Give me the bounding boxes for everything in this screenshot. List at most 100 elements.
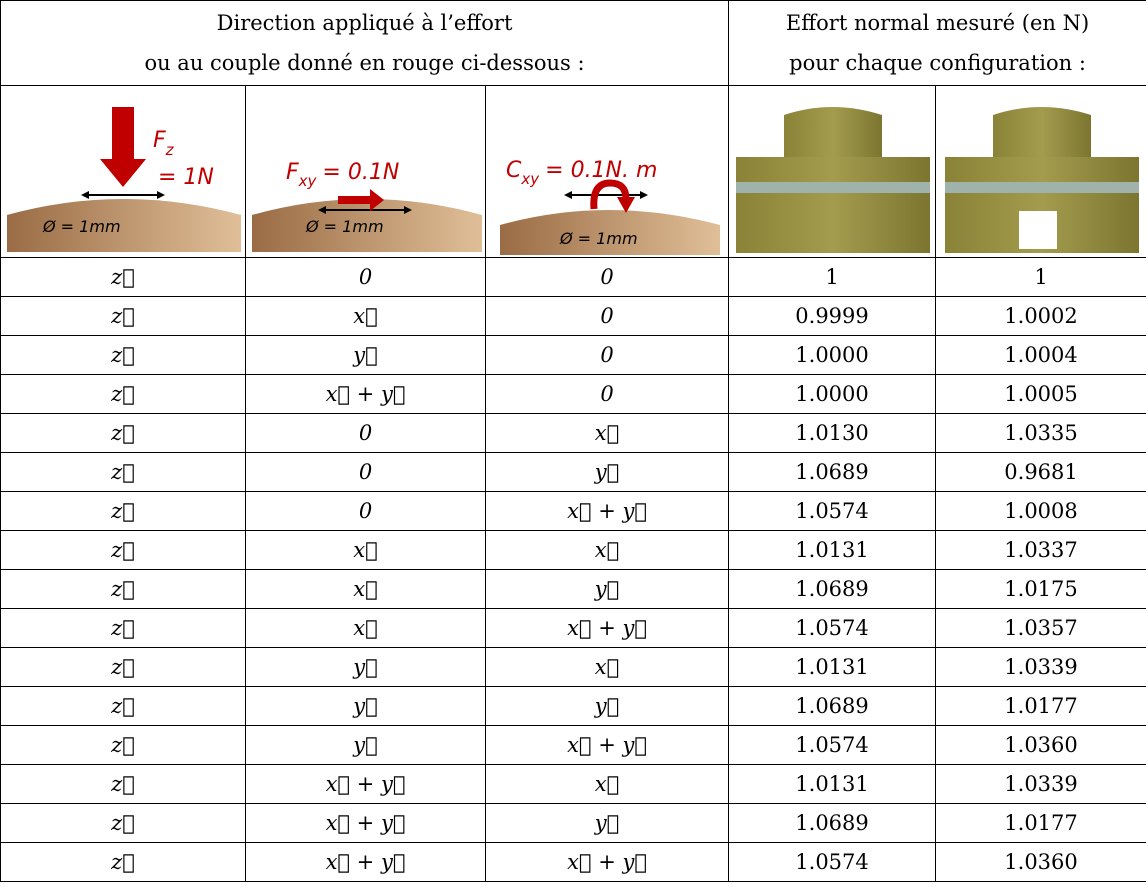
direction-cell: z⃗ [0, 296, 246, 336]
subscript: xy [520, 170, 540, 188]
cap [993, 106, 1092, 167]
model-cell [728, 85, 937, 258]
data-row: z⃗ y⃗ x⃗ 1.0131 1.0339 [0, 647, 1146, 687]
direction-cell: 0 [484, 296, 730, 336]
force-cell: 1.0131 [728, 764, 937, 804]
direction-cell: x⃗ + y⃗ [484, 725, 730, 765]
direction-cell: y⃗ [484, 686, 730, 726]
direction-cell: x⃗ [245, 608, 486, 648]
direction-cell: x⃗ + y⃗ [245, 764, 486, 804]
direction-cell: x⃗ [245, 296, 486, 336]
data-row: z⃗ 0 y⃗ 1.0689 0.9681 [0, 452, 1146, 492]
force-cell: 0.9999 [728, 296, 937, 336]
direction-cell: x⃗ [245, 530, 486, 570]
direction-cell: x⃗ + y⃗ [245, 803, 486, 843]
data-row: z⃗ y⃗ 0 1.0000 1.0004 [0, 335, 1146, 375]
header-line: Effort normal mesuré (en N) [785, 11, 1090, 35]
direction-cell: z⃗ [0, 413, 246, 453]
symbol: C [506, 158, 522, 183]
force-cell: 1.0339 [935, 647, 1146, 687]
model-cell [935, 85, 1146, 258]
direction-cell: z⃗ [0, 530, 246, 570]
force-cell: 1.0689 [728, 686, 937, 726]
force-arrow [337, 188, 384, 211]
force-cell: 1.0000 [728, 374, 937, 414]
direction-cell: y⃗ [245, 647, 486, 687]
subscript: z [165, 141, 175, 159]
header-line: Direction appliqué à l’effort [216, 11, 513, 35]
flange [945, 156, 1140, 182]
force-cell: 1.0177 [935, 803, 1146, 843]
subscript: xy [297, 172, 317, 190]
direction-cell: z⃗ [0, 764, 246, 804]
force-arrow [100, 106, 146, 187]
header-line: pour chaque configuration : [789, 51, 1086, 75]
direction-cell: 0 [245, 257, 486, 297]
direction-cell: z⃗ [0, 452, 246, 492]
symbol: F [286, 160, 299, 185]
force-cell: 1.0360 [935, 842, 1146, 882]
direction-cell: 0 [484, 335, 730, 375]
force-cell: 1.0574 [728, 608, 937, 648]
direction-cell: x⃗ + y⃗ [484, 608, 730, 648]
direction-cell: z⃗ [0, 608, 246, 648]
header-line: ou au couple donné en rouge ci-dessous : [144, 51, 585, 75]
data-row: z⃗ y⃗ x⃗ + y⃗ 1.0574 1.0360 [0, 725, 1146, 765]
force-cell: 1.0360 [935, 725, 1146, 765]
force-cell: 1.0689 [728, 803, 937, 843]
force-cell: 1.0131 [728, 647, 937, 687]
data-row: z⃗ x⃗ + y⃗ x⃗ + y⃗ 1.0574 1.0360 [0, 842, 1146, 882]
data-row: z⃗ 0 x⃗ + y⃗ 1.0574 1.0008 [0, 491, 1146, 531]
couple-arrow [590, 178, 630, 209]
force-cell: 1.0689 [728, 569, 937, 609]
couple-arrowhead [617, 196, 636, 213]
data-row: z⃗ x⃗ x⃗ + y⃗ 1.0574 1.0357 [0, 608, 1146, 648]
force-z-diagram: Fz = 1N Ø = 1mm [7, 106, 241, 252]
base [736, 192, 931, 253]
force-cell: 1.0689 [728, 452, 937, 492]
force-cell: 1.0004 [935, 335, 1146, 375]
direction-cell: y⃗ [484, 452, 730, 492]
force-cell: 1 [728, 257, 937, 297]
force-cell: 0.9681 [935, 452, 1146, 492]
force-cell: 1.0335 [935, 413, 1146, 453]
direction-cell: z⃗ [0, 335, 246, 375]
sensor-layer [945, 181, 1140, 193]
direction-cell: x⃗ [245, 569, 486, 609]
data-row: z⃗ x⃗ + y⃗ x⃗ 1.0131 1.0339 [0, 764, 1146, 804]
direction-cell: 0 [484, 374, 730, 414]
direction-cell: y⃗ [484, 569, 730, 609]
diameter-label: Ø = 1mm [559, 229, 638, 248]
direction-cell: y⃗ [245, 686, 486, 726]
direction-cell: z⃗ [0, 725, 246, 765]
data-row: z⃗ 0 0 1 1 [0, 257, 1146, 297]
data-row: z⃗ x⃗ 0 0.9999 1.0002 [0, 296, 1146, 336]
data-row: z⃗ y⃗ y⃗ 1.0689 1.0177 [0, 686, 1146, 726]
direction-cell: z⃗ [0, 257, 246, 297]
direction-cell: 0 [245, 413, 486, 453]
surface [500, 209, 721, 255]
direction-cell: 0 [484, 257, 730, 297]
flange [736, 156, 931, 182]
force-cell: 1.0130 [728, 413, 937, 453]
direction-cell: x⃗ [484, 530, 730, 570]
force-xy-diagram: Fxy = 0.1N Ø = 1mm [251, 160, 482, 252]
direction-cell: y⃗ [484, 803, 730, 843]
diameter-label: Ø = 1mm [305, 217, 384, 236]
direction-cell: y⃗ [245, 725, 486, 765]
direction-cell: z⃗ [0, 491, 246, 531]
cavity [1019, 210, 1058, 249]
direction-cell: y⃗ [245, 335, 486, 375]
data-row: z⃗ 0 x⃗ 1.0130 1.0335 [0, 413, 1146, 453]
force-cell: 1.0131 [728, 530, 937, 570]
model-solid [736, 106, 931, 253]
force-cell: 1.0339 [935, 764, 1146, 804]
direction-cell: 0 [245, 491, 486, 531]
direction-cell: x⃗ [484, 764, 730, 804]
force-cell: 1.0357 [935, 608, 1146, 648]
force-cell: 1 [935, 257, 1146, 297]
header-cell: Direction appliqué à l’effort ou au coupl… [0, 0, 730, 86]
surface [251, 198, 482, 252]
data-row: z⃗ x⃗ y⃗ 1.0689 1.0175 [0, 569, 1146, 609]
